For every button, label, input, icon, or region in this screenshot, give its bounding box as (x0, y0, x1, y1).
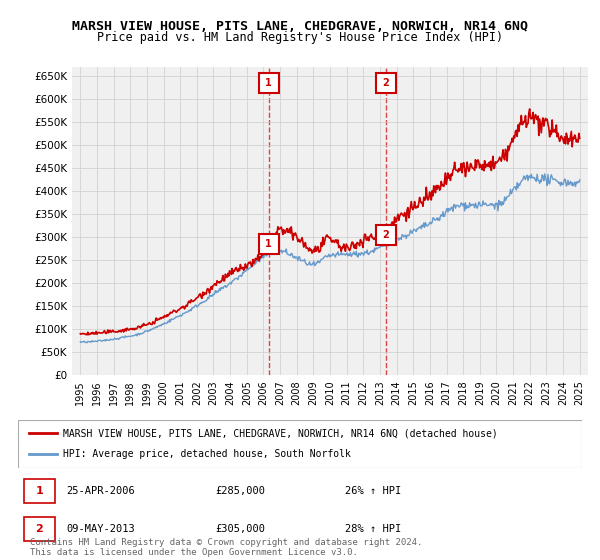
Text: MARSH VIEW HOUSE, PITS LANE, CHEDGRAVE, NORWICH, NR14 6NQ: MARSH VIEW HOUSE, PITS LANE, CHEDGRAVE, … (72, 20, 528, 32)
Text: 26% ↑ HPI: 26% ↑ HPI (345, 486, 401, 496)
Text: MARSH VIEW HOUSE, PITS LANE, CHEDGRAVE, NORWICH, NR14 6NQ (detached house): MARSH VIEW HOUSE, PITS LANE, CHEDGRAVE, … (63, 428, 498, 438)
FancyBboxPatch shape (18, 420, 582, 468)
Text: 2: 2 (35, 524, 43, 534)
Text: 28% ↑ HPI: 28% ↑ HPI (345, 524, 401, 534)
Text: Contains HM Land Registry data © Crown copyright and database right 2024.
This d: Contains HM Land Registry data © Crown c… (30, 538, 422, 557)
Text: 2: 2 (383, 230, 389, 240)
Text: 09-MAY-2013: 09-MAY-2013 (66, 524, 134, 534)
FancyBboxPatch shape (23, 479, 55, 503)
Text: Price paid vs. HM Land Registry's House Price Index (HPI): Price paid vs. HM Land Registry's House … (97, 31, 503, 44)
Text: 1: 1 (265, 239, 272, 249)
Text: £305,000: £305,000 (215, 524, 265, 534)
Text: 25-APR-2006: 25-APR-2006 (66, 486, 134, 496)
Text: 1: 1 (35, 486, 43, 496)
Text: 1: 1 (265, 78, 272, 88)
FancyBboxPatch shape (23, 517, 55, 541)
Text: HPI: Average price, detached house, South Norfolk: HPI: Average price, detached house, Sout… (63, 449, 351, 459)
Text: £285,000: £285,000 (215, 486, 265, 496)
Text: 2: 2 (383, 78, 389, 88)
